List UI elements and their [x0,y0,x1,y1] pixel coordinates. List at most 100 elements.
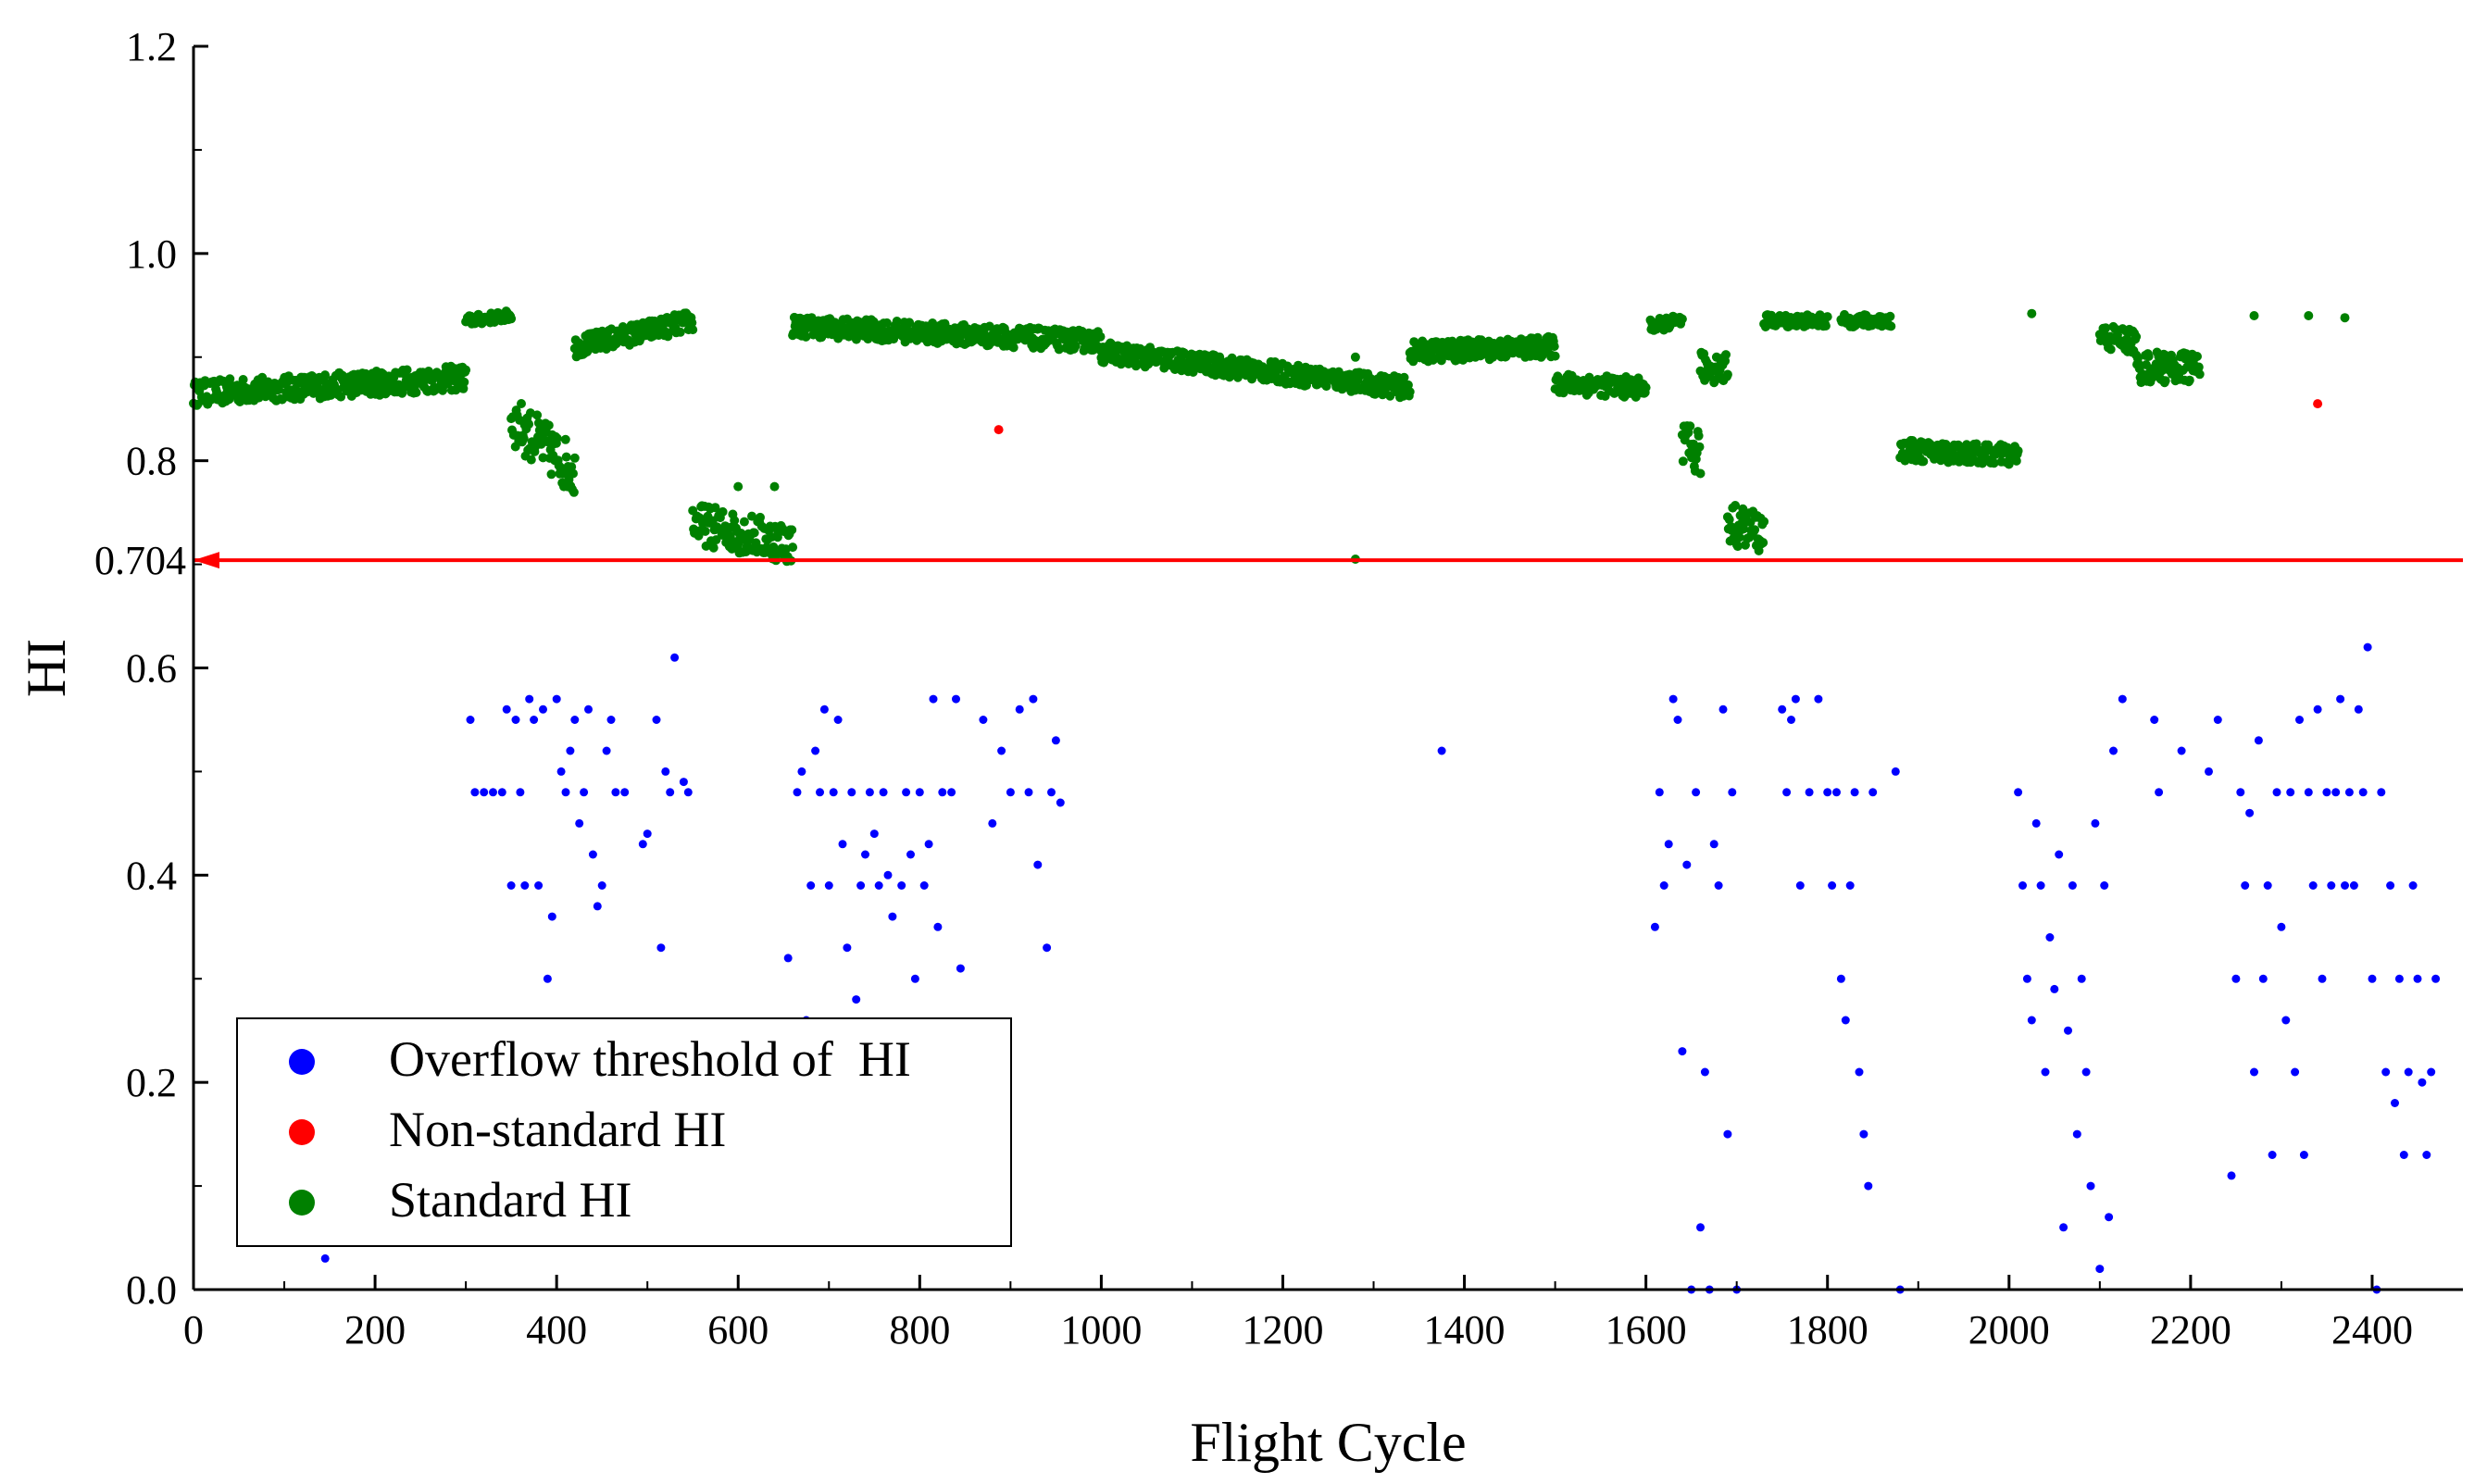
overflow-hi-point [543,974,552,983]
overflow-hi-point [1782,788,1792,797]
x-tick-label: 1600 [1606,1307,1687,1353]
overflow-hi-point [2299,1151,2308,1159]
overflow-hi-point [979,716,988,724]
overflow-hi-point [1859,1129,1868,1139]
legend-box [236,1017,1012,1247]
overflow-hi-point [2327,881,2336,890]
legend-marker-non-standard [289,1119,315,1145]
overflow-hi-point [1664,840,1673,849]
overflow-hi-point [1836,974,1845,983]
standard-hi-point [517,399,526,408]
overflow-hi-point [666,788,675,797]
standard-hi-point [688,325,698,335]
standard-hi-point [801,331,811,342]
overflow-hi-point [2227,1171,2236,1180]
y-axis-ticks: 0.0 0.2 0.4 0.6 0.8 1.0 1.2 [126,24,208,1313]
overflow-hi-point [1832,788,1841,797]
overflow-hi-point [2354,705,2363,714]
standard-hi-point [733,481,744,492]
standard-hi-point [1822,312,1832,322]
standard-hi-point [1641,382,1651,393]
overflow-hi-point [480,788,489,797]
overflow-hi-point [593,902,602,911]
overflow-hi-point [530,716,539,724]
overflow-hi-point [843,943,852,953]
overflow-hi-point [865,788,874,797]
overflow-hi-point [1047,788,1056,797]
legend-label-overflow: Overflow threshold of HI [389,1031,911,1087]
overflow-hi-point [2418,1078,2427,1087]
overflow-hi-point [1051,736,1060,745]
overflow-hi-point [938,788,947,797]
standard-hi-point [1731,501,1741,510]
overflow-hi-point [879,788,888,797]
overflow-hi-point [1814,694,1823,704]
overflow-hi-point [588,850,597,859]
overflow-hi-point [2077,974,2086,983]
legend-marker-standard [289,1190,315,1216]
overflow-hi-point [1668,694,1678,704]
x-tick-label: 0 [183,1307,204,1353]
y-tick-label: 1.2 [126,24,177,69]
overflow-hi-point [2022,974,2031,983]
standard-hi-point [238,375,248,384]
overflow-hi-point [1024,788,1033,797]
overflow-hi-point [2268,1151,2277,1159]
overflow-hi-point [679,778,688,787]
standard-hi-point [1721,350,1731,360]
standard-hi-point [1550,351,1560,361]
overflow-hi-point [2068,881,2077,890]
standard-hi-point [1918,456,1929,467]
overflow-hi-point [1437,746,1446,755]
overflow-hi-point [2413,974,2422,983]
x-tick-label: 2400 [2331,1307,2413,1353]
overflow-hi-point [997,746,1006,755]
overflow-hi-point [2072,1129,2081,1139]
axes: 0 200 400 600 800 1000 1200 1400 1600 1800 2000 220… [126,24,2463,1353]
overflow-hi-point [824,881,833,890]
overflow-hi-point [2095,1265,2105,1274]
standard-hi-point [561,452,571,462]
overflow-hi-point [580,788,589,797]
standard-hi-point [538,453,548,463]
overflow-hi-point [643,829,652,839]
standard-hi-point [675,327,685,337]
overflow-hi-point [1805,788,1814,797]
standard-hi-point [710,503,720,513]
overflow-hi-point [2394,974,2404,983]
overflow-hi-point [1682,860,1692,869]
overflow-hi-point [1841,1016,1850,1025]
standard-hi-point [1399,372,1409,382]
overflow-hi-point [952,694,960,704]
y-tick-label: 1.0 [126,231,177,277]
overflow-hi-point [670,653,680,662]
standard-hi-point [1677,314,1687,324]
standard-hi-point [1095,331,1106,342]
overflow-hi-point [2150,716,2159,724]
y-tick-label: 0.8 [126,439,177,484]
overflow-hi-point [520,881,530,890]
standard-hi-point [1405,387,1415,397]
overflow-hi-point [947,788,956,797]
overflow-hi-point [606,716,616,724]
overflow-hi-point [638,840,647,849]
overflow-hi-point [2381,1067,2391,1077]
overflow-hi-point [2291,1067,2300,1077]
overflow-hi-point [2245,808,2255,817]
overflow-hi-point [1795,881,1805,890]
overflow-hi-point [470,788,480,797]
overflow-hi-point [2399,1151,2408,1159]
standard-hi-point [2193,362,2204,372]
overflow-hi-point [2100,881,2109,890]
standard-hi-point [1754,545,1764,555]
standard-hi-point [2160,376,2170,386]
legend: Overflow threshold of HI Non-standard HI… [236,1017,1012,1247]
overflow-hi-point [783,954,793,963]
overflow-hi-point [2205,767,2213,776]
overflow-hi-point [2272,788,2281,797]
overflow-hi-point [2086,1181,2095,1191]
standard-hi-point [569,468,578,479]
standard-hi-point [336,392,346,402]
overflow-hi-point [1823,788,1832,797]
